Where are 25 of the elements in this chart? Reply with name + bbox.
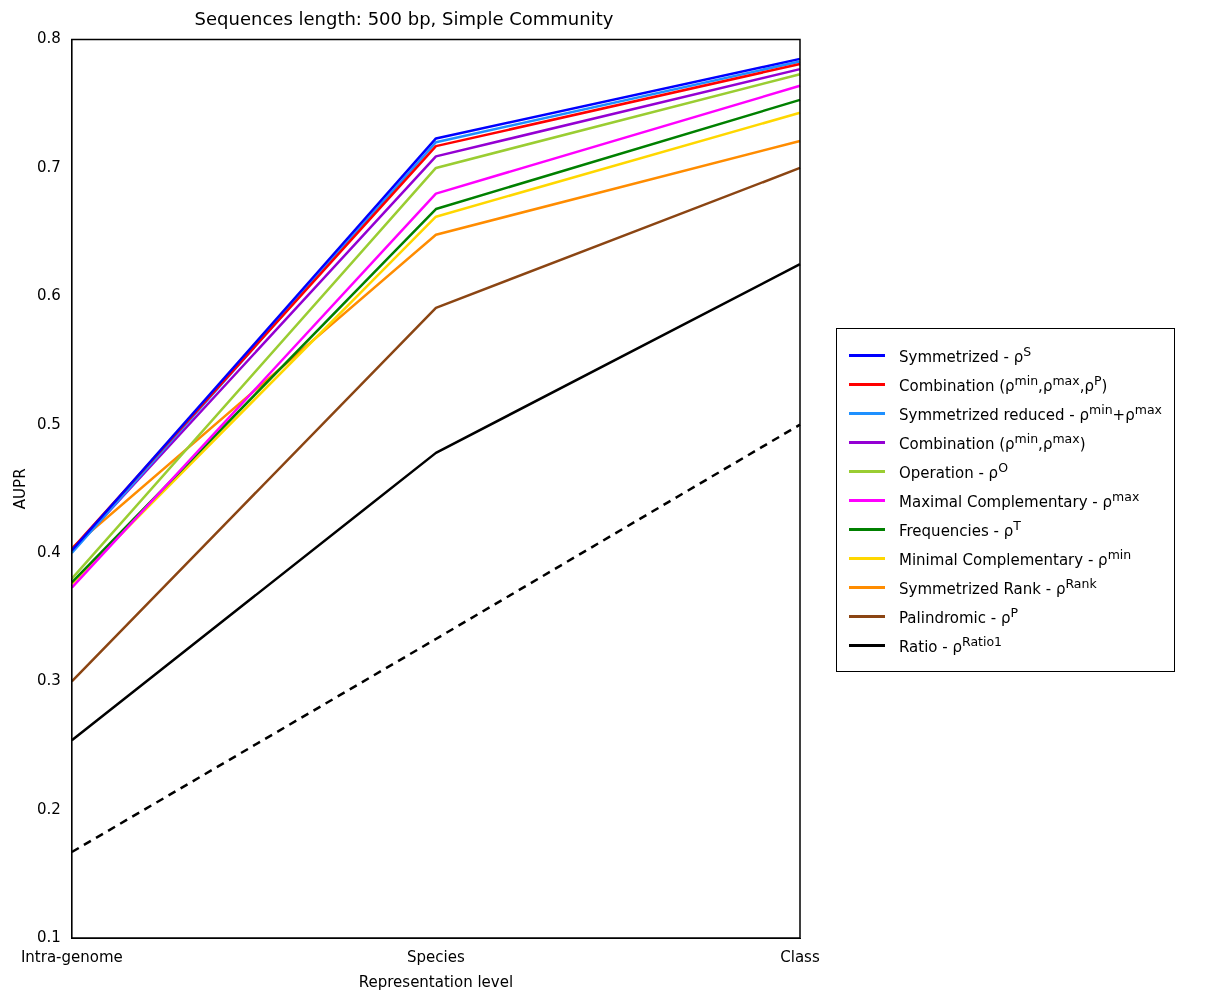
legend-label: Combination (ρ$^{min}$,ρ$^{max}$)	[899, 431, 1086, 453]
y-tick-label: 0.4	[37, 542, 61, 561]
y-axis-title: AUPR	[10, 468, 29, 510]
x-tick-label: Class	[780, 947, 820, 966]
y-tick-label: 0.5	[37, 414, 61, 433]
chart-title: Sequences length: 500 bp, Simple Community	[194, 8, 614, 30]
y-tick-label: 0.2	[37, 799, 61, 818]
legend-label: Symmetrized reduced - ρ$^{min}$+ρ$^{max}$	[899, 402, 1162, 424]
x-axis-title: Representation level	[358, 972, 514, 991]
y-tick-label: 0.6	[37, 286, 61, 305]
x-tick-label: Intra-genome	[20, 947, 123, 966]
legend-label: Operation - ρ$^{O}$	[899, 460, 1008, 482]
x-tick-label: Species	[407, 947, 465, 966]
y-tick-label: 0.1	[37, 927, 61, 946]
legend-label: Palindromic - ρ$^{P}$	[899, 605, 1018, 627]
legend-label: Symmetrized - ρ$^{S}$	[899, 344, 1032, 366]
legend-label: Frequencies - ρ$^{T}$	[899, 518, 1021, 540]
legend-label: Minimal Complementary - ρ$^{min}$	[899, 547, 1132, 569]
legend-label: Combination (ρ$^{min}$,ρ$^{max}$,ρ$^{P}$)	[899, 373, 1108, 395]
y-tick-label: 0.3	[37, 671, 61, 690]
y-tick-label: 0.8	[37, 29, 61, 48]
y-tick-label: 0.7	[37, 157, 61, 176]
legend-label: Maximal Complementary - ρ$^{max}$	[899, 489, 1140, 511]
legend-label: Ratio - ρ$^{Ratio1}$	[899, 634, 1003, 656]
legend-label: Symmetrized Rank - ρ$^{Rank}$	[899, 576, 1097, 598]
